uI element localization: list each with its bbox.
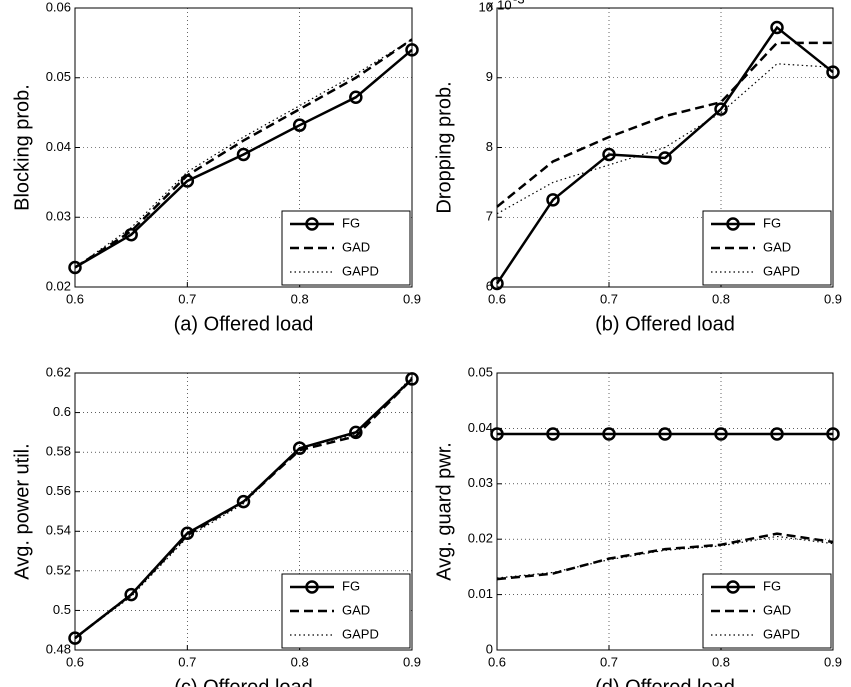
x-tick-label: 0.9 xyxy=(824,654,842,669)
y-tick-label: 0 xyxy=(486,641,493,656)
series-line xyxy=(74,38,413,269)
y-tick-label: 8 xyxy=(486,139,493,154)
axes-frame xyxy=(496,372,834,651)
legend-label: GAD xyxy=(342,239,370,254)
y-tick-label: 0.01 xyxy=(468,586,493,601)
legend-marker xyxy=(305,217,319,231)
marker xyxy=(602,147,616,162)
legend-marker xyxy=(726,217,740,231)
x-tick-label: 0.9 xyxy=(824,291,842,306)
y-tick-label: 0.54 xyxy=(46,523,71,538)
axis-multiplier: x 10 xyxy=(487,0,512,12)
legend-label: GAPD xyxy=(342,263,379,278)
marker xyxy=(292,118,307,132)
legend-label: FG xyxy=(342,578,360,593)
x-tick-label: 0.9 xyxy=(403,291,421,306)
legend-marker xyxy=(305,580,319,594)
legend-label: FG xyxy=(763,215,781,230)
y-tick-label: 6 xyxy=(486,278,493,293)
marker xyxy=(658,427,672,441)
y-tick-label: 0.06 xyxy=(46,0,71,14)
marker xyxy=(546,427,560,441)
y-tick-label: 0.56 xyxy=(46,483,71,498)
x-axis-label: (c) Offered load xyxy=(174,676,313,687)
legend-marker xyxy=(726,580,740,594)
series-line xyxy=(74,38,413,268)
y-tick-label: 0.02 xyxy=(468,531,493,546)
x-tick-label: 0.8 xyxy=(291,291,309,306)
marker xyxy=(602,427,616,441)
y-tick-label: 0.05 xyxy=(468,364,493,379)
legend-label: GAPD xyxy=(763,263,800,278)
y-axis-label: Avg. guard pwr. xyxy=(433,442,455,581)
x-tick-label: 0.8 xyxy=(712,654,730,669)
marker xyxy=(546,193,560,207)
x-tick-label: 0.6 xyxy=(488,291,506,306)
y-tick-label: 0.52 xyxy=(46,562,71,577)
x-tick-label: 0.7 xyxy=(600,654,618,669)
legend-label: FG xyxy=(763,578,781,593)
x-tick-label: 0.6 xyxy=(66,654,84,669)
y-tick-label: 0.5 xyxy=(53,602,71,617)
series-line xyxy=(74,378,413,640)
series-line xyxy=(496,63,834,215)
y-tick-label: 0.6 xyxy=(53,404,71,419)
y-tick-label: 0.04 xyxy=(468,420,493,435)
y-tick-label: 0.62 xyxy=(46,364,71,379)
y-tick-label: 0.48 xyxy=(46,641,71,656)
x-tick-label: 0.7 xyxy=(600,291,618,306)
y-tick-label: 0.02 xyxy=(46,278,71,293)
marker xyxy=(124,587,138,602)
marker xyxy=(714,102,728,116)
y-tick-label: 9 xyxy=(486,69,493,84)
y-tick-label: 0.05 xyxy=(46,69,71,84)
x-axis-label: (d) Offered load xyxy=(595,676,735,687)
axes-frame xyxy=(74,372,413,651)
x-axis-label: (a) Offered load xyxy=(174,313,314,335)
series-line xyxy=(496,41,833,208)
y-axis-label: Blocking prob. xyxy=(11,84,33,211)
y-tick-label: 0.58 xyxy=(46,444,71,459)
x-tick-label: 0.7 xyxy=(178,291,196,306)
x-tick-label: 0.9 xyxy=(403,654,421,669)
marker xyxy=(236,147,251,162)
legend-label: GAD xyxy=(342,602,370,617)
x-tick-label: 0.8 xyxy=(291,654,309,669)
y-tick-label: 10 xyxy=(479,0,493,14)
legend-label: GAD xyxy=(763,239,791,254)
y-tick-label: 0.03 xyxy=(468,475,493,490)
series-line xyxy=(495,25,834,285)
marker xyxy=(236,494,251,509)
y-axis-label: Dropping prob. xyxy=(433,81,455,213)
x-axis-label: (b) Offered load xyxy=(595,313,735,335)
series-line xyxy=(496,532,834,581)
marker xyxy=(349,90,363,105)
x-tick-label: 0.6 xyxy=(488,654,506,669)
legend-label: GAD xyxy=(763,602,791,617)
y-axis-label: Avg. power util. xyxy=(11,443,33,579)
axes-frame xyxy=(74,7,413,288)
legend-label: FG xyxy=(342,215,360,230)
legend-label: GAPD xyxy=(763,626,800,641)
y-tick-label: 7 xyxy=(486,209,493,224)
axis-multiplier-exponent: -3 xyxy=(513,0,525,6)
axes-frame xyxy=(496,7,834,288)
y-tick-label: 0.03 xyxy=(46,209,71,224)
x-tick-label: 0.7 xyxy=(178,654,196,669)
x-tick-label: 0.8 xyxy=(712,291,730,306)
y-tick-label: 0.04 xyxy=(46,139,71,154)
marker xyxy=(770,20,784,35)
marker xyxy=(770,427,784,441)
legend-label: GAPD xyxy=(342,626,379,641)
x-tick-label: 0.6 xyxy=(66,291,84,306)
marker xyxy=(658,151,672,165)
series-line xyxy=(74,48,413,269)
marker xyxy=(714,427,728,441)
series-line xyxy=(74,376,413,639)
